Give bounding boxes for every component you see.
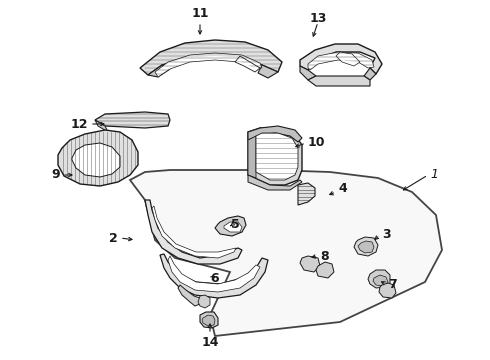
Polygon shape <box>336 52 360 66</box>
Polygon shape <box>300 66 316 80</box>
Polygon shape <box>354 237 378 256</box>
Polygon shape <box>95 120 108 132</box>
Polygon shape <box>373 275 388 286</box>
Polygon shape <box>95 112 170 128</box>
Polygon shape <box>200 312 218 328</box>
Polygon shape <box>148 65 170 77</box>
Polygon shape <box>224 222 242 232</box>
Polygon shape <box>198 295 210 308</box>
Text: 14: 14 <box>201 336 219 349</box>
Polygon shape <box>160 254 268 298</box>
Text: 2: 2 <box>109 231 118 244</box>
Polygon shape <box>308 76 370 86</box>
Text: 8: 8 <box>320 249 329 262</box>
Polygon shape <box>368 270 390 288</box>
Polygon shape <box>256 133 298 180</box>
Text: 3: 3 <box>382 229 391 242</box>
Polygon shape <box>130 170 442 336</box>
Text: 6: 6 <box>210 271 219 284</box>
Polygon shape <box>58 130 138 186</box>
Polygon shape <box>358 241 374 253</box>
Polygon shape <box>215 216 246 236</box>
Text: 7: 7 <box>388 278 397 291</box>
Polygon shape <box>235 56 260 72</box>
Polygon shape <box>202 315 215 326</box>
Polygon shape <box>379 283 396 298</box>
Polygon shape <box>364 68 376 80</box>
Text: 9: 9 <box>51 168 60 181</box>
Text: 13: 13 <box>310 12 327 24</box>
Polygon shape <box>168 256 260 292</box>
Polygon shape <box>248 175 302 190</box>
Text: 10: 10 <box>308 136 325 149</box>
Polygon shape <box>248 126 302 142</box>
Text: 11: 11 <box>191 7 209 20</box>
Text: 4: 4 <box>338 181 347 194</box>
Polygon shape <box>298 183 315 205</box>
Polygon shape <box>316 262 334 278</box>
Polygon shape <box>152 206 236 258</box>
Polygon shape <box>140 40 282 75</box>
Text: 5: 5 <box>231 217 240 230</box>
Polygon shape <box>248 128 302 185</box>
Polygon shape <box>248 136 256 178</box>
Polygon shape <box>178 285 200 306</box>
Text: 12: 12 <box>71 117 88 130</box>
Polygon shape <box>145 200 242 264</box>
Polygon shape <box>308 52 374 70</box>
Polygon shape <box>155 53 262 77</box>
Polygon shape <box>258 65 278 78</box>
Polygon shape <box>300 256 320 272</box>
Polygon shape <box>72 143 120 177</box>
Polygon shape <box>300 44 382 74</box>
Text: 1: 1 <box>430 168 438 181</box>
